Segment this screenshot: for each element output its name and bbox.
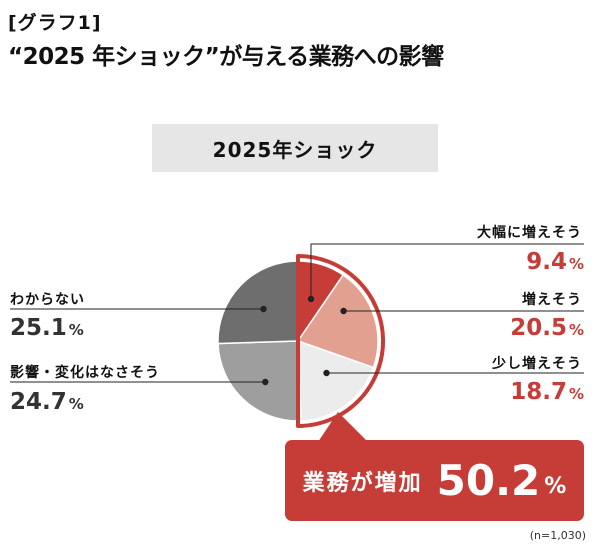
- slice-value-unknown: 25.1%: [10, 315, 84, 341]
- total-increase-box: 業務が増加 50.2 %: [285, 440, 584, 521]
- slice-label-no-change: 影響・変化はなさそう: [10, 365, 160, 381]
- pie-slice-increase: [296, 273, 379, 369]
- leader-greatly-increase: [307, 243, 584, 303]
- slice-label-unknown: わからない: [10, 292, 85, 308]
- figure-title: “2025 年ショック”が与える業務への影響: [8, 44, 444, 70]
- total-increase-unit: %: [544, 474, 567, 499]
- callout-pointer: [318, 412, 368, 442]
- slice-value-slightly-increase: 18.7%: [510, 379, 584, 405]
- leader-slightly-increase: [323, 369, 584, 377]
- slice-label-increase: 増えそう: [522, 292, 582, 308]
- leader-no-change: [10, 378, 269, 386]
- slice-value-increase: 20.5%: [510, 315, 584, 341]
- total-increase-value: 50.2: [436, 456, 541, 505]
- pie-slice-unknown: [217, 260, 299, 345]
- pie-slice-no-change: [217, 340, 302, 422]
- total-increase-label: 業務が増加: [302, 470, 423, 496]
- leader-increase: [340, 307, 584, 315]
- slice-value-no-change: 24.7%: [10, 389, 84, 415]
- chart-title: 2025年ショック: [152, 124, 438, 172]
- slice-label-greatly-increase: 大幅に増えそう: [477, 225, 582, 241]
- leader-unknown: [10, 305, 267, 313]
- slice-value-greatly-increase: 9.4%: [526, 249, 584, 275]
- figure-number: [グラフ1]: [8, 12, 102, 34]
- increase-highlight-outline: [296, 254, 386, 428]
- slice-label-slightly-increase: 少し増えそう: [492, 356, 582, 372]
- sample-size-note: (n=1,030): [529, 529, 586, 542]
